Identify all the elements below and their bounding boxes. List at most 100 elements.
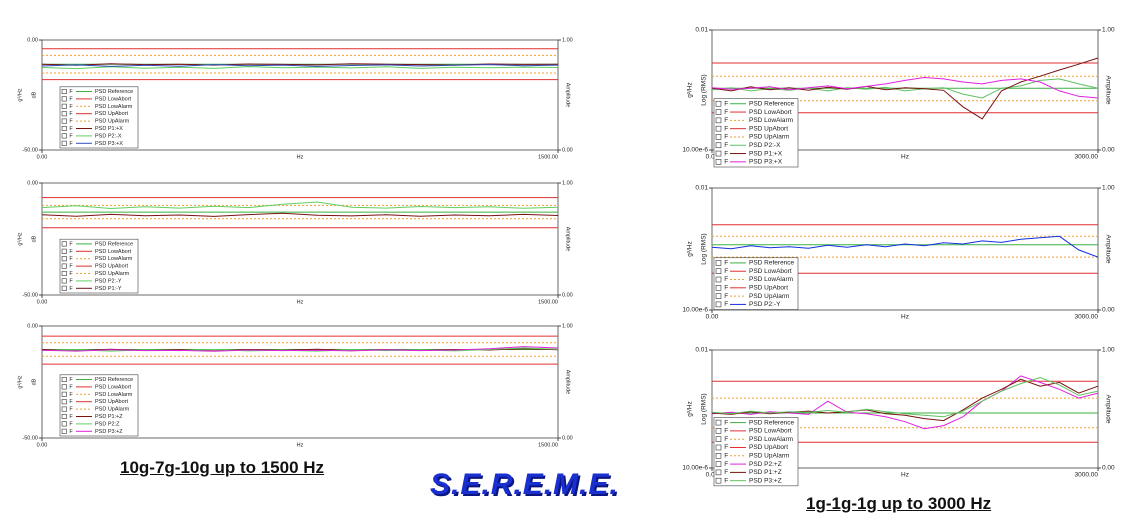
legend-checkbox <box>715 461 722 467</box>
y2-axis-label: Amplitude <box>565 83 571 107</box>
legend <box>713 98 799 168</box>
x-tick-label: 3000.00 <box>1075 314 1099 321</box>
legend-checkbox <box>715 159 722 165</box>
legend-label: PSD P3:+X <box>95 141 123 147</box>
legend-checkbox <box>715 477 722 484</box>
legend-checkbox <box>61 285 67 291</box>
y-tick-label: 10.00e-6 <box>682 307 708 314</box>
legend-flag: F <box>724 301 728 308</box>
legend-label: PSD LowAbort <box>95 384 132 390</box>
y-tick-label: 0.00 <box>27 180 38 186</box>
y-axis-unit: dB <box>31 378 37 385</box>
legend-flag: F <box>724 461 728 468</box>
y2-axis-label: Amplitude <box>1104 395 1111 424</box>
legend-flag: F <box>724 260 728 267</box>
legend-checkbox <box>715 125 722 132</box>
legend-flag: F <box>724 100 728 107</box>
legend-flag: F <box>69 384 73 390</box>
y-axis-label: g²/Hz <box>17 232 23 245</box>
legend-label: PSD P2:-Y <box>749 301 781 308</box>
y2-tick-label: 0.00 <box>1102 147 1115 154</box>
legend-flag: F <box>724 150 728 157</box>
legend-label: PSD Reference <box>95 89 133 95</box>
legend-label: PSD UpAbort <box>95 264 128 270</box>
y-axis-unit: dB <box>31 91 37 98</box>
legend-flag: F <box>724 419 728 426</box>
legend-flag: F <box>724 285 728 292</box>
legend-checkbox <box>61 428 67 434</box>
legend-checkbox <box>61 118 67 124</box>
legend-label: PSD Reference <box>95 377 133 383</box>
legend-flag: F <box>69 119 73 125</box>
legend-flag: F <box>69 264 73 270</box>
x-tick-label: 1500.00 <box>538 442 558 448</box>
legend-checkbox <box>715 452 722 459</box>
legend <box>59 86 139 149</box>
legend-checkbox <box>61 125 67 132</box>
legend-checkbox <box>715 268 722 275</box>
y2-tick-label: 1.00 <box>1102 347 1115 354</box>
y2-axis-label: Amplitude <box>1104 76 1111 105</box>
x-tick-label: 1500.00 <box>538 154 558 160</box>
x-axis-label: Hz <box>901 314 909 321</box>
y2-tick-label: 0.00 <box>1102 307 1115 314</box>
legend-checkbox <box>61 278 67 284</box>
legend-label: PSD P1:+X <box>749 150 783 157</box>
legend-label: PSD Reference <box>95 241 133 247</box>
legend-label: PSD UpAbort <box>749 285 788 292</box>
x-tick-label: 0.00 <box>706 314 719 321</box>
series-line <box>41 201 559 210</box>
y-tick-label: -50.00 <box>22 147 38 153</box>
y-tick-label: 0.00 <box>27 37 38 43</box>
legend-flag: F <box>724 477 728 484</box>
legend-flag: F <box>69 278 73 284</box>
legend-checkbox <box>61 256 67 262</box>
legend-checkbox <box>715 109 722 115</box>
legend-checkbox <box>61 270 67 277</box>
legend-label: PSD P2:-X <box>95 133 122 139</box>
legend-checkbox <box>715 301 722 308</box>
legend-checkbox <box>61 384 67 390</box>
legend-flag: F <box>69 141 73 147</box>
legend-flag: F <box>69 421 73 427</box>
legend-checkbox <box>715 469 722 476</box>
caption-right: 1g-1g-1g up to 3000 Hz <box>806 494 992 513</box>
x-axis-label: Hz <box>901 472 909 479</box>
legend-flag: F <box>69 256 73 262</box>
legend-checkbox <box>715 428 722 434</box>
legend-label: PSD UpAbort <box>749 444 788 451</box>
y2-tick-label: 0.00 <box>562 147 573 153</box>
legend-label: PSD LowAlarm <box>95 104 133 110</box>
x-tick-label: 0.00 <box>37 154 48 160</box>
y-tick-label: 0.01 <box>695 27 708 34</box>
legend-label: PSD LowAbort <box>749 428 792 435</box>
series-line <box>41 64 559 67</box>
legend-checkbox <box>61 391 67 397</box>
legend-label: PSD P2:Z <box>95 421 120 427</box>
y-tick-label: 0.01 <box>695 347 708 354</box>
series-line <box>711 376 1099 418</box>
legend-label: PSD LowAbort <box>749 268 792 275</box>
y2-tick-label: 0.00 <box>562 435 573 441</box>
legend-flag: F <box>69 241 73 247</box>
y-axis-unit: Log (RMS) <box>701 393 708 424</box>
legend-checkbox <box>715 260 722 266</box>
legend-label: PSD LowAlarm <box>749 117 793 124</box>
x-axis-label: Hz <box>297 442 304 448</box>
y2-axis-label: Amplitude <box>1104 235 1111 264</box>
legend-checkbox <box>61 103 67 109</box>
legend-checkbox <box>61 399 67 405</box>
legend-checkbox <box>715 285 722 291</box>
legend-label: PSD UpAlarm <box>95 271 130 277</box>
legend-label: PSD P3:+X <box>749 159 783 166</box>
x-tick-label: 0.00 <box>706 472 719 479</box>
legend-flag: F <box>724 134 728 141</box>
legend <box>59 374 139 437</box>
legend-flag: F <box>69 104 73 110</box>
caption-left: 10g-7g-10g up to 1500 Hz <box>120 458 325 477</box>
x-tick-label: 3000.00 <box>1075 154 1099 161</box>
legend-flag: F <box>724 109 728 116</box>
legend-flag: F <box>69 249 73 255</box>
y-axis-label: g²/Hz <box>687 241 694 257</box>
y2-tick-label: 1.00 <box>562 180 573 186</box>
